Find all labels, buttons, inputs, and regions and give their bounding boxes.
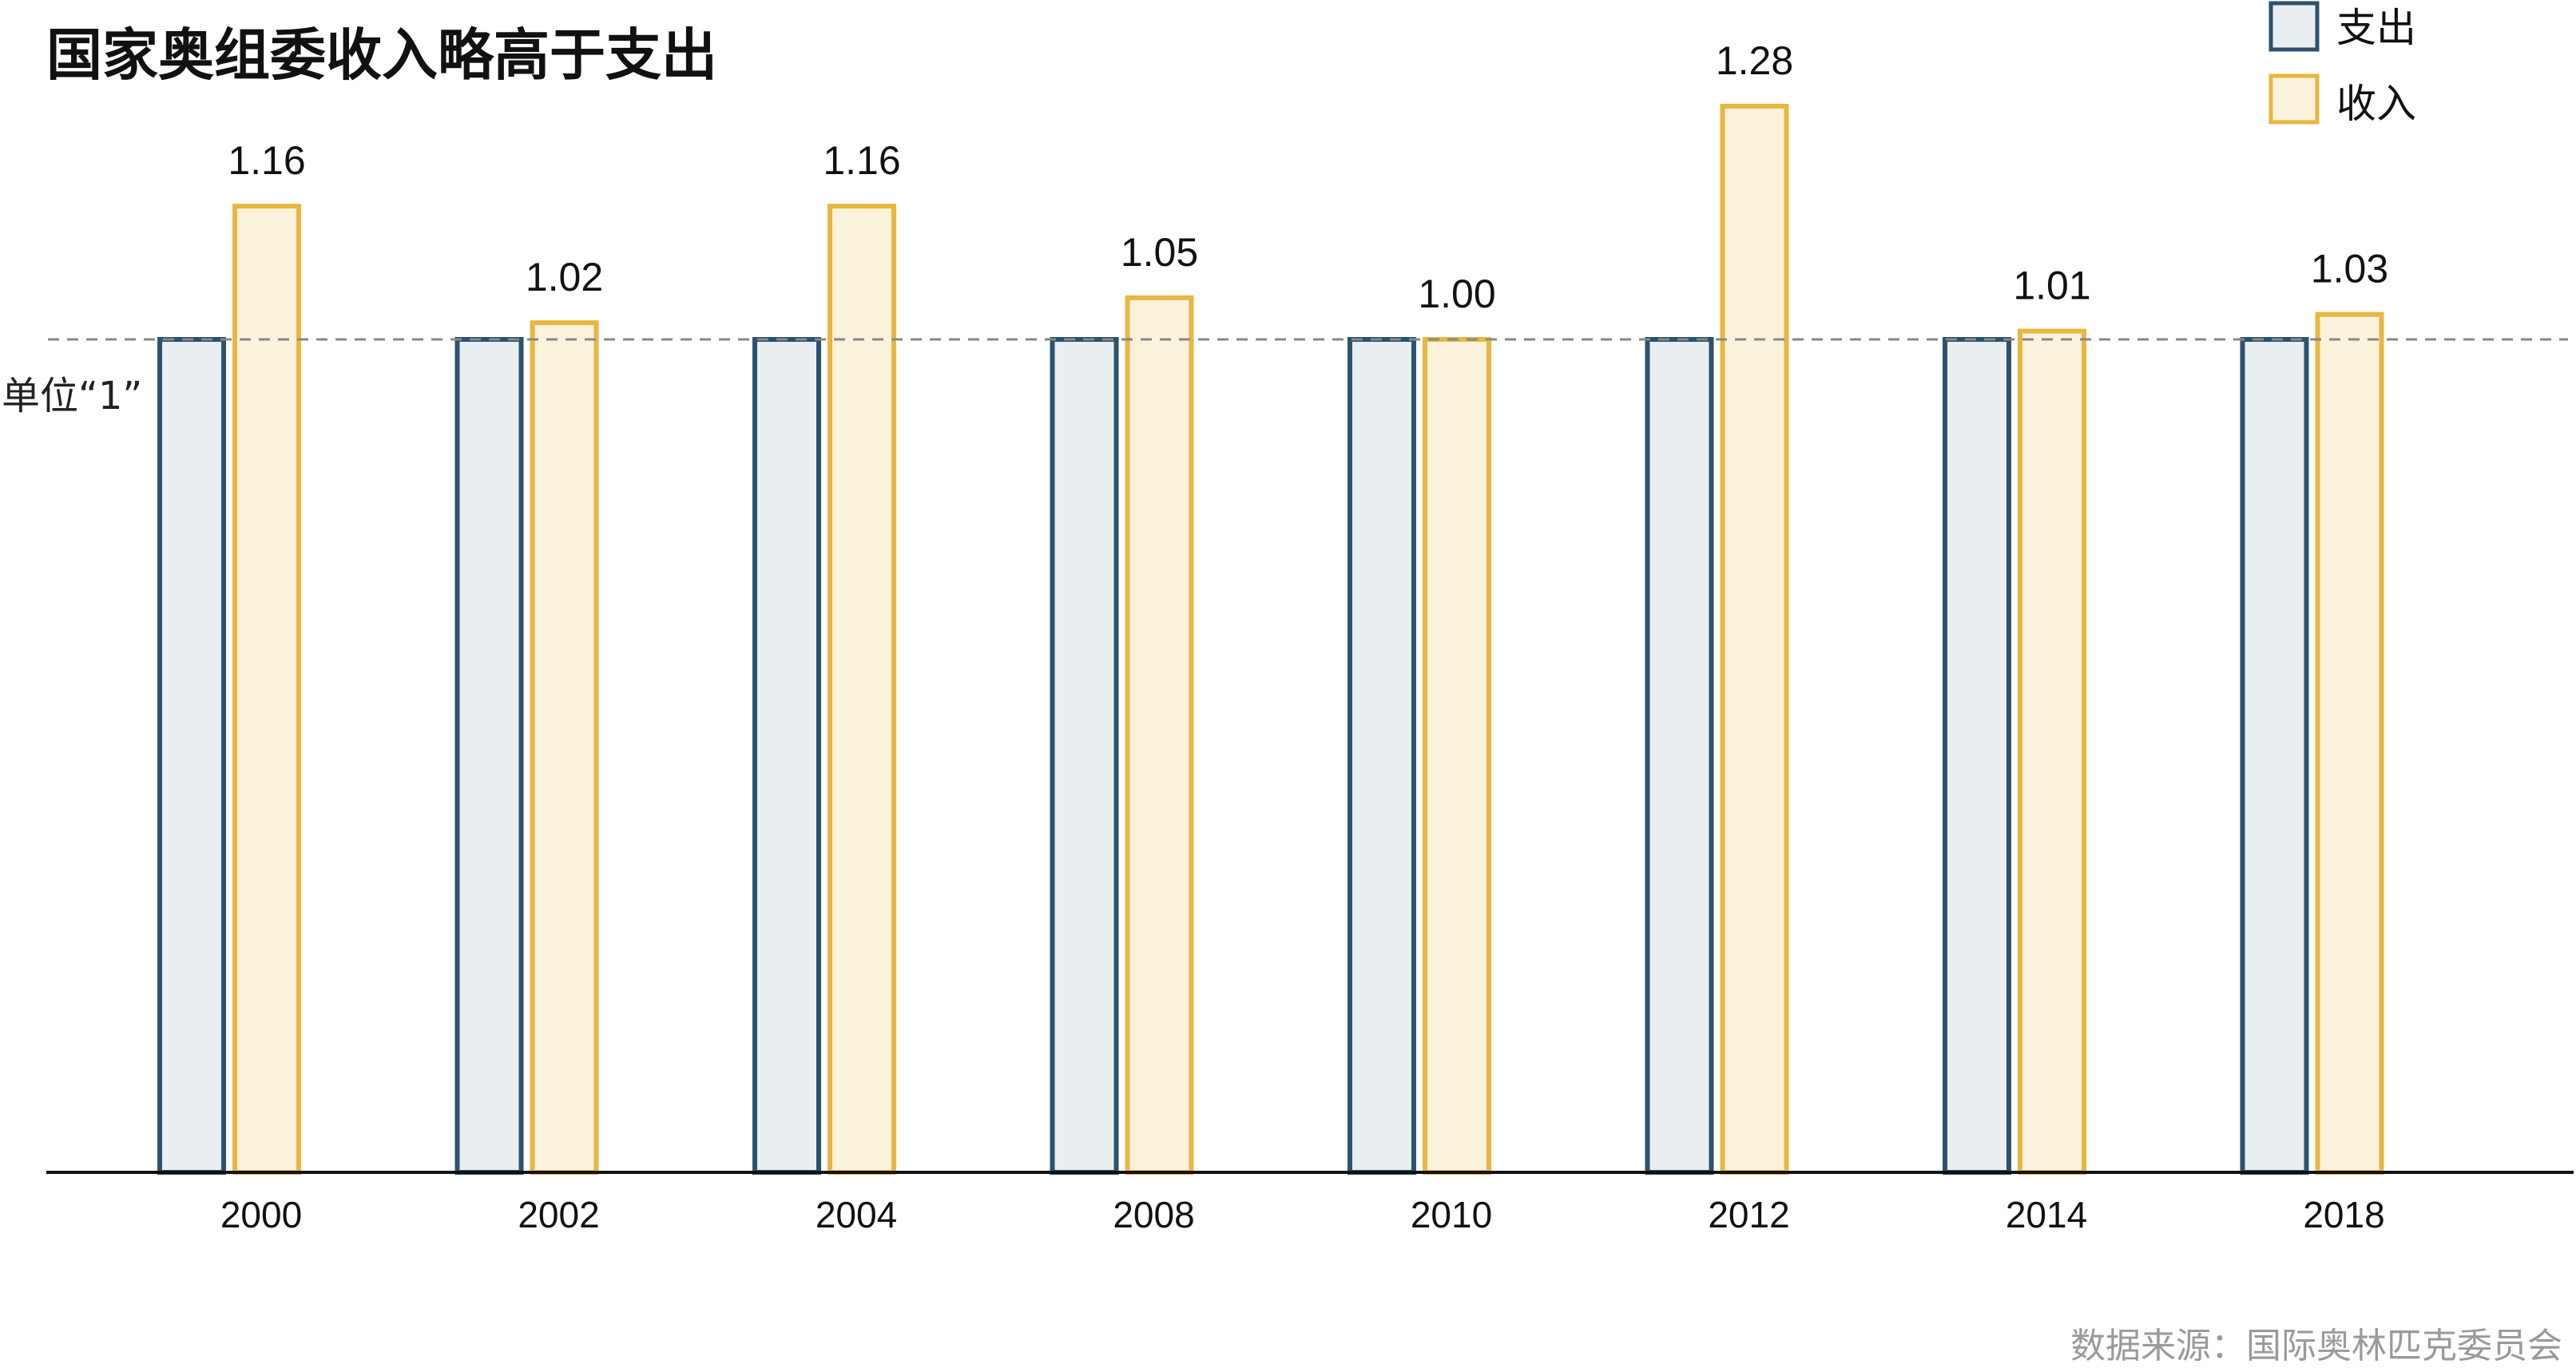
legend-label-income: 收入 [2336,81,2416,127]
data-label-income-2004: 1.16 [823,138,900,183]
bar-income-2008 [1125,295,1194,1176]
bar-expenditure-2012 [1645,337,1714,1175]
data-label-income-2002: 1.02 [526,255,603,299]
legend: 支出 收入 [2268,1,2416,127]
legend-swatch-income [2268,73,2320,125]
bar-income-2018 [2315,311,2384,1176]
bar-income-2010 [1423,337,1491,1175]
source-note: 数据来源：国际奥林匹克委员会 [2070,1326,2562,1366]
x-tick-label-2000: 2000 [220,1194,302,1235]
bar-expenditure-2000 [157,337,226,1175]
x-tick-label-2018: 2018 [2303,1194,2384,1235]
bar-expenditure-2004 [752,337,821,1175]
data-label-income-2000: 1.16 [228,138,305,183]
x-tick-label-2012: 2012 [1708,1194,1789,1235]
bar-income-2002 [530,320,599,1175]
legend-label-expenditure: 支出 [2336,5,2416,51]
bar-expenditure-2002 [454,337,524,1175]
chart-title: 国家奥组委收入略高于支出 [46,22,717,88]
bar-expenditure-2008 [1050,337,1119,1175]
data-label-income-2012: 1.28 [1716,38,1793,83]
bar-income-2012 [1720,103,1789,1176]
x-tick-label-2008: 2008 [1113,1194,1194,1235]
bar-expenditure-2014 [1943,337,2011,1175]
x-tick-label-2014: 2014 [2006,1194,2087,1235]
x-tick-label-2004: 2004 [816,1194,897,1235]
bar-expenditure-2010 [1348,337,1416,1175]
bar-income-2004 [828,204,896,1175]
data-label-income-2018: 1.03 [2311,247,2388,291]
x-tick-label-2002: 2002 [518,1194,599,1235]
value-labels-group: 1.16 1.02 1.16 1.05 1.00 1.28 1.01 1.03 [228,38,2388,316]
bar-income-2000 [232,204,301,1175]
reference-line-label: 单位“1” [2,374,142,418]
x-tick-labels-group: 2000 2002 2004 2008 2010 2012 2014 2018 [220,1194,2385,1235]
bar-income-2014 [2018,328,2086,1176]
bar-expenditure-2018 [2240,337,2309,1175]
data-label-income-2008: 1.05 [1121,230,1198,275]
data-label-income-2014: 1.01 [2013,264,2090,308]
data-label-income-2010: 1.00 [1418,272,1495,316]
legend-swatch-expenditure [2268,1,2320,52]
x-tick-label-2010: 2010 [1411,1194,1492,1235]
